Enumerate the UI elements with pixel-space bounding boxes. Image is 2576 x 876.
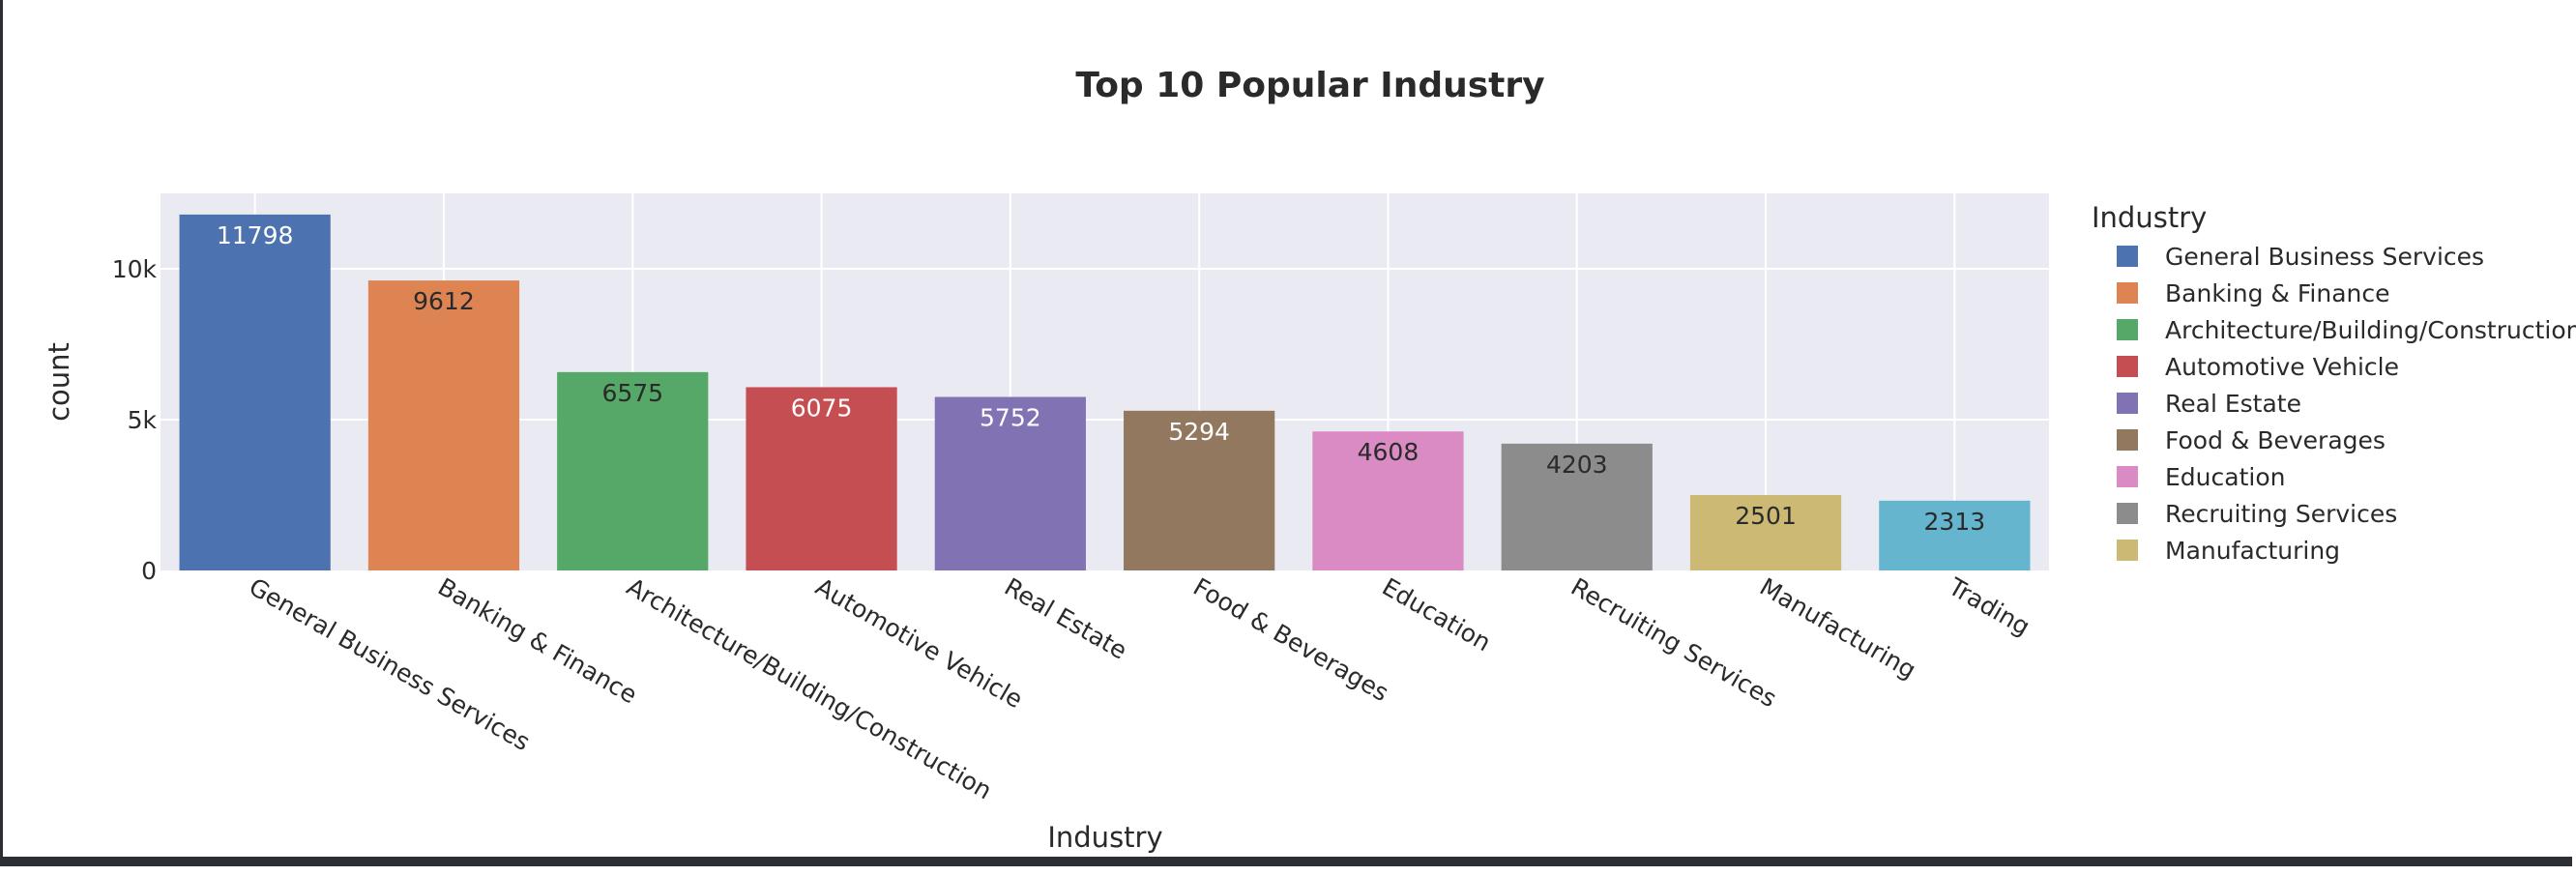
x-tick-label: Real Estate	[1000, 572, 1132, 665]
x-tick-label: Banking & Finance	[433, 572, 642, 709]
x-tick-label: Manufacturing	[1755, 572, 1920, 685]
bar[interactable]	[557, 371, 709, 570]
bar[interactable]	[179, 214, 331, 570]
legend-item-label[interactable]: Food & Beverages	[2165, 426, 2386, 454]
legend-item-label[interactable]: General Business Services	[2165, 243, 2484, 271]
y-tick-label: 5k	[128, 406, 158, 434]
bar-value-label: 4608	[1358, 438, 1420, 466]
y-axis-title: count	[43, 342, 75, 422]
bar[interactable]	[746, 387, 897, 570]
legend-swatch[interactable]	[2117, 540, 2138, 561]
legend-swatch[interactable]	[2117, 429, 2138, 451]
x-axis-title: Industry	[1047, 821, 1162, 854]
x-tick-label: Recruiting Services	[1566, 572, 1782, 713]
bar[interactable]	[1689, 494, 1842, 570]
bar[interactable]	[1124, 410, 1275, 570]
chart-title: Top 10 Popular Industry	[1075, 66, 1544, 105]
y-axis-ticks: 0 5k 10k	[112, 255, 158, 585]
bars	[179, 214, 2031, 570]
bar[interactable]	[1312, 431, 1464, 570]
legend-item-label[interactable]: Banking & Finance	[2165, 279, 2389, 307]
legend-item-label[interactable]: Manufacturing	[2165, 537, 2340, 565]
legend-item-label[interactable]: Education	[2165, 463, 2285, 491]
legend-swatch[interactable]	[2117, 282, 2138, 304]
legend-title: Industry	[2092, 201, 2207, 234]
bar-value-label: 2313	[1924, 508, 1986, 536]
bar-value-label: 5294	[1168, 418, 1230, 446]
legend-item-label[interactable]: Real Estate	[2165, 390, 2301, 418]
legend-swatch[interactable]	[2117, 319, 2138, 340]
bar[interactable]	[934, 396, 1086, 570]
legend-item-label[interactable]: Architecture/Building/Construction	[2165, 316, 2576, 344]
x-tick-label: Food & Beverages	[1188, 572, 1393, 707]
bar-value-label: 6575	[601, 379, 663, 407]
bar-value-label: 5752	[980, 404, 1041, 432]
legend-swatch[interactable]	[2117, 356, 2138, 377]
bar-value-label: 9612	[413, 287, 475, 315]
bar[interactable]	[1879, 500, 2031, 570]
bar-labels: 11798 9612 6575 6075 5752 5294 4608 4203 2501 231…	[217, 221, 1985, 536]
legend-swatch[interactable]	[2117, 466, 2138, 487]
legend-item-label[interactable]: Recruiting Services	[2165, 500, 2397, 528]
x-tick-label: Trading	[1943, 572, 2034, 641]
bar[interactable]	[1501, 443, 1653, 570]
y-tick-label: 10k	[112, 255, 158, 283]
bar[interactable]	[367, 280, 520, 570]
y-tick-label: 0	[141, 557, 157, 585]
bar-value-label: 4203	[1546, 451, 1608, 479]
bar-value-label: 11798	[217, 221, 294, 249]
bar-value-label: 6075	[791, 394, 853, 422]
x-tick-label: Education	[1377, 572, 1495, 657]
legend: Industry General Business Services Bankin…	[2092, 201, 2576, 565]
legend-swatch[interactable]	[2117, 246, 2138, 267]
legend-swatch[interactable]	[2117, 393, 2138, 414]
legend-item-label[interactable]: Automotive Vehicle	[2165, 353, 2399, 381]
x-tick-label: Architecture/Building/Construction	[622, 572, 996, 804]
legend-swatch[interactable]	[2117, 503, 2138, 524]
bar-value-label: 2501	[1735, 502, 1797, 530]
bar-chart: Top 10 Popular Industry 11798 9612 6575 607…	[43, 66, 2576, 854]
